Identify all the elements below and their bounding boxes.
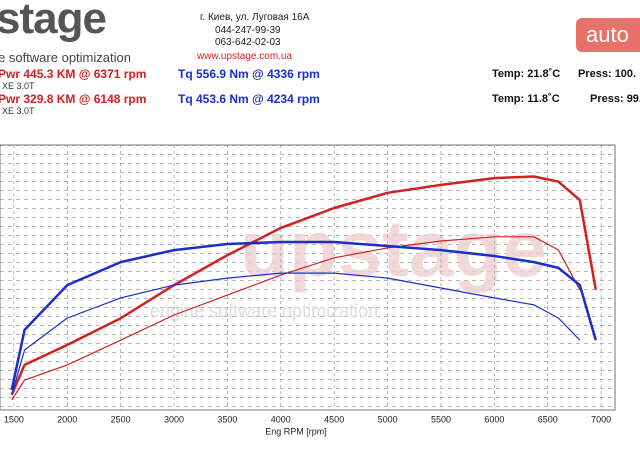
phone: 063-642-02-03 bbox=[215, 37, 281, 48]
x-tick-label: 5000 bbox=[378, 414, 398, 424]
x-axis-label: Eng RPM [rpm] bbox=[265, 426, 327, 436]
x-tick-label: 6500 bbox=[538, 414, 558, 424]
x-tick-label: 7000 bbox=[591, 414, 611, 424]
curve bbox=[11, 272, 581, 396]
x-tick-label: 2500 bbox=[111, 414, 131, 424]
x-tick-label: 4000 bbox=[271, 414, 291, 424]
curve bbox=[10, 175, 598, 396]
run1-temp: Temp: 21.8˚C bbox=[492, 68, 561, 80]
x-tick-label: 2000 bbox=[57, 414, 77, 424]
site: www.upstage.com.ua bbox=[197, 51, 293, 62]
x-tick-label: 3500 bbox=[217, 414, 237, 424]
run1-press: Press: 100. bbox=[578, 68, 637, 80]
tagline: e software optimization bbox=[0, 50, 131, 65]
run2-power: Pwr 329.8 KM @ 6148 rpm bbox=[0, 92, 147, 106]
plot-frame bbox=[0, 144, 616, 411]
chart-watermark: upstage bbox=[240, 204, 547, 293]
x-tick-label: 4500 bbox=[324, 414, 344, 424]
x-tick-label: 6000 bbox=[484, 414, 504, 424]
run2-press: Press: 99.3 bbox=[590, 93, 640, 105]
x-tick-label: 5500 bbox=[431, 414, 451, 424]
run1-torque: Tq 556.9 Nm @ 4336 rpm bbox=[178, 67, 320, 81]
run2-torque: Tq 453.6 Nm @ 4234 rpm bbox=[178, 92, 320, 106]
watermark-badge: auto bbox=[576, 18, 640, 52]
run1-car: XE 3.0T bbox=[2, 81, 35, 91]
chart-watermark-sub: engine software optimization bbox=[150, 301, 378, 321]
run2-temp: Temp: 11.8˚C bbox=[492, 93, 560, 105]
run1-power: Pwr 445.3 KM @ 6371 rpm bbox=[0, 67, 147, 81]
logo: stage bbox=[0, 0, 107, 43]
curve bbox=[10, 240, 598, 391]
curve bbox=[11, 236, 581, 401]
address: г. Киев, ул. Луговая 16А bbox=[200, 12, 310, 23]
x-tick-label: 3000 bbox=[164, 414, 184, 424]
run2-car: XE 3.0T bbox=[2, 106, 35, 116]
phone: 044-247-99-39 bbox=[215, 25, 281, 36]
x-tick-label: 1500 bbox=[4, 414, 24, 424]
